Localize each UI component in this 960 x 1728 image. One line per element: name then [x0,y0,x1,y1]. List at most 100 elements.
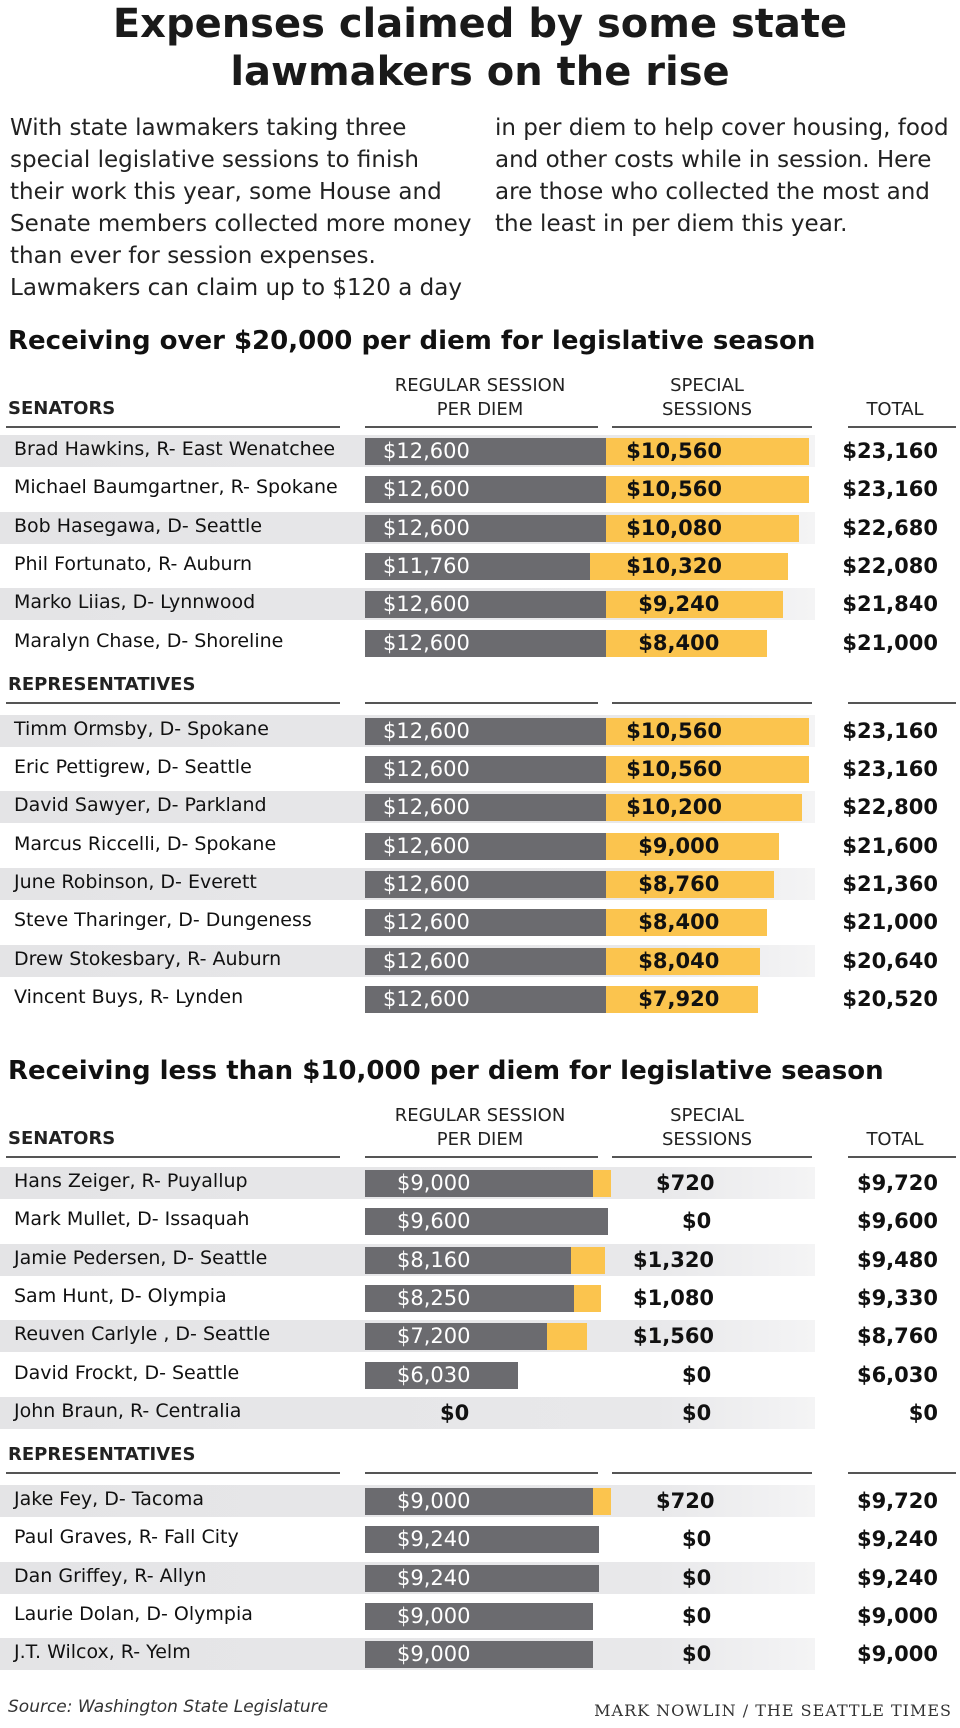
table-row: Paul Graves, R- Fall City $9,240 $0 $9,240 [0,1522,960,1556]
total-value: $20,640 [842,948,938,973]
lawmaker-name: Marcus Riccelli, D- Spokane [14,832,277,855]
total-value: $23,160 [842,439,938,463]
total-value: $21,840 [842,592,938,617]
lawmaker-name: David Frockt, D- Seattle [14,1361,240,1384]
row-background [0,1396,815,1429]
column-rule [365,1156,598,1158]
special-session-bar [606,871,775,898]
regular-session-value: $12,600 [383,757,470,782]
table-row: Bob Hasegawa, D- Seattle $12,600 $10,080 $2… [0,511,960,545]
special-session-bar [606,794,802,822]
header-special-sessions: SPECIAL SESSIONS [612,374,802,422]
chart-title: Expenses claimed by some state lawmakers… [112,1,848,95]
table-row: Dan Griffey, R- Allyn $9,240 $0 $9,240 [0,1561,960,1595]
regular-session-bar [365,871,607,898]
regular-session-bar [365,717,607,745]
regular-session-bar [365,1284,574,1312]
column-rule [365,426,598,428]
special-session-value: $0 [682,1604,712,1628]
total-value: $22,800 [842,795,938,820]
special-session-bar [571,1246,605,1274]
regular-session-value: $6,030 [397,1362,471,1387]
group-label: SENATORS [8,1128,116,1149]
lawmaker-name: Hans Zeiger, R- Puyallup [14,1170,248,1192]
lawmaker-name: Vincent Buys, R- Lynden [14,985,244,1008]
regular-session-bar [365,1526,599,1554]
special-session-bar [590,552,788,580]
header-regular-session: REGULAR SESSION PER DIEM [365,374,595,422]
regular-session-bar [365,1641,593,1669]
group-label: SENATORS [8,398,116,419]
table-row: Vincent Buys, R- Lynden $12,600 $7,920 $20,… [0,982,960,1016]
special-session-bar [606,438,809,465]
regular-session-bar [365,1564,599,1592]
special-session-bar [606,947,761,975]
column-rule [848,426,956,428]
column-rule [848,701,956,704]
intro-text-left: With state lawmakers taking three specia… [10,115,472,301]
regular-session-bar [365,1323,548,1351]
lawmaker-name: Paul Graves, R- Fall City [14,1526,239,1549]
header-total: TOTAL [866,1129,924,1150]
total-value: $6,030 [856,1362,938,1387]
regular-session-bar [365,756,607,784]
total-value: $9,720 [856,1171,938,1195]
total-value: $23,160 [842,757,938,782]
lawmaker-name: Brad Hawkins, R- East Wenatchee [14,438,336,460]
column-rule [612,1472,812,1475]
special-session-value: $10,560 [626,718,722,743]
total-value: $20,520 [842,986,938,1011]
lawmaker-name: John Braun, R- Centralia [14,1399,242,1422]
total-value: $9,000 [856,1604,938,1628]
regular-session-value: $12,600 [383,833,470,858]
total-value: $23,160 [842,718,938,743]
header-regular-line2: PER DIEM [436,399,524,420]
intro-text-right: in per diem to help cover housing, food … [495,115,949,237]
regular-session-value: $12,600 [383,986,470,1011]
table-row: Brad Hawkins, R- East Wenatchee $12,600 $1… [0,434,960,468]
header-special-line1: SPECIAL [670,1105,744,1126]
regular-session-bar [365,629,607,657]
lawmaker-name: David Sawyer, D- Parkland [14,794,267,817]
table-row: David Frockt, D- Seattle $6,030 $0 $6,030 [0,1358,960,1392]
header-special-sessions: SPECIAL SESSIONS [612,1104,802,1152]
regular-session-value: $12,600 [383,795,470,820]
header-regular-line1: REGULAR SESSION [394,375,566,396]
regular-session-value: $9,000 [397,1171,471,1195]
regular-session-value: $12,600 [383,439,470,463]
regular-session-bar [365,514,607,542]
special-session-value: $9,000 [638,833,720,858]
total-value: $9,480 [856,1247,938,1272]
column-rule [612,701,812,704]
lawmaker-name: Mark Mullet, D- Issaquah [14,1208,250,1231]
special-session-value: $7,920 [638,986,720,1011]
regular-session-value: $11,760 [383,553,470,578]
special-session-bar [606,514,800,542]
total-value: $21,000 [842,910,938,935]
regular-session-value: $9,000 [397,1642,471,1667]
table-row: Phil Fortunato, R- Auburn $11,760 $10,320 $… [0,549,960,583]
total-value: $21,600 [842,833,938,858]
regular-session-bar [365,985,607,1013]
table-row: Marko Liias, D- Lynnwood $12,600 $9,240 $21… [0,587,960,621]
regular-session-value: $9,000 [397,1489,471,1514]
special-session-value: $720 [656,1171,715,1195]
column-rule [6,426,340,428]
regular-session-value: $8,160 [397,1247,471,1272]
total-value: $22,680 [842,515,938,540]
table-row: David Sawyer, D- Parkland $12,600 $10,200 $… [0,790,960,824]
table-row: Laurie Dolan, D- Olympia $9,000 $0 $9,000 [0,1599,960,1633]
regular-session-bar [365,1208,608,1236]
source-note: Source: Washington State Legislature [8,1697,329,1717]
lawmaker-name: Jamie Pedersen, D- Seattle [14,1246,268,1269]
lawmaker-name: Jake Fey, D- Tacoma [14,1488,205,1511]
regular-session-value: $9,000 [397,1604,471,1628]
header-total: TOTAL [866,399,924,420]
regular-session-bar [365,1603,593,1630]
table-row: Drew Stokesbary, R- Auburn $12,600 $8,040 $… [0,944,960,978]
total-value: $23,160 [842,477,938,502]
regular-session-value: $8,250 [397,1285,471,1310]
table-row: John Braun, R- Centralia $0 $0 $0 [0,1396,960,1430]
table-row: Michael Baumgartner, R- Spokane $12,600 $1… [0,472,960,506]
special-session-value: $8,760 [638,872,720,896]
